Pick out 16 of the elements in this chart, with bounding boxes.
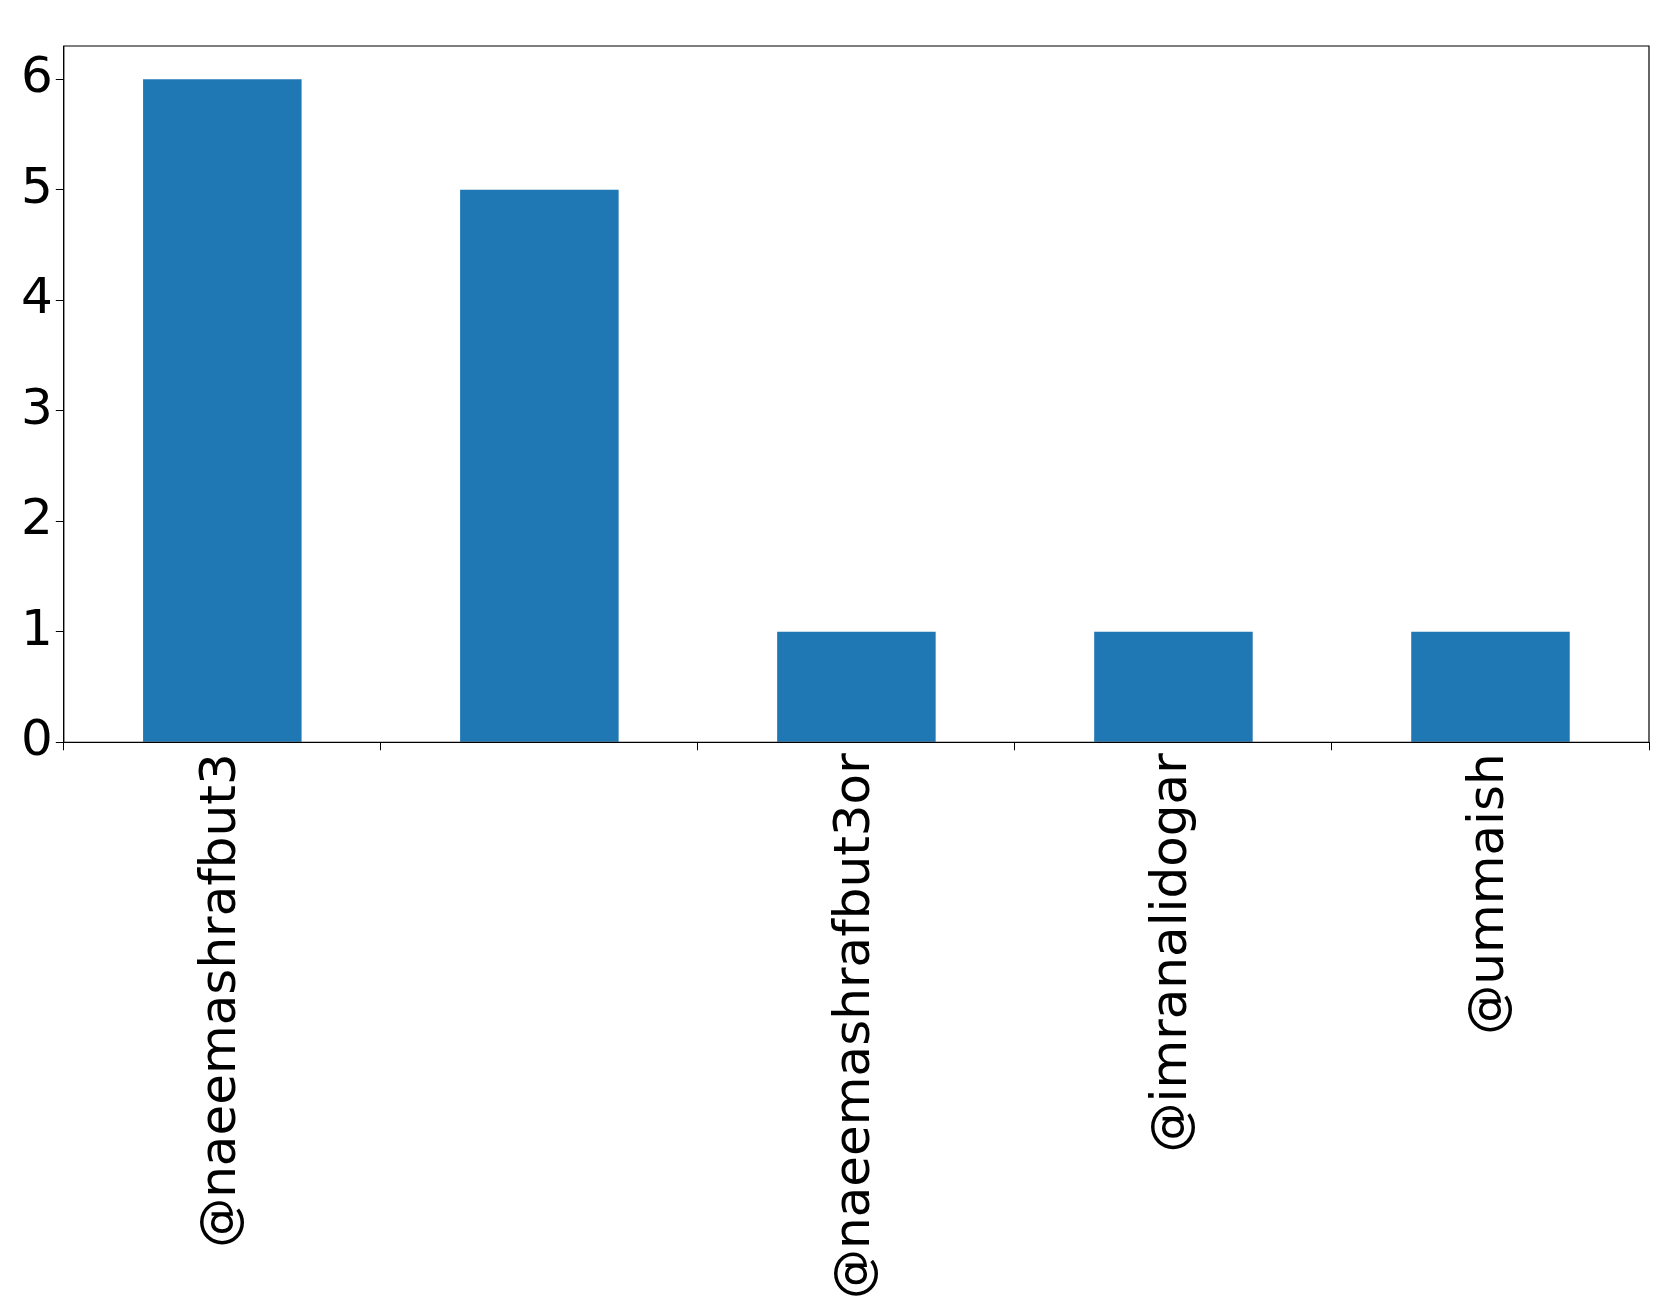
y-tick-label: 1 [21,598,53,657]
bar [460,189,619,742]
x-tick-label: @naeemashrafbut3or [823,752,882,1300]
x-tick-label: @naeemashrafbut3 [189,753,248,1248]
bar [1411,631,1570,742]
y-tick-label: 3 [21,377,53,436]
y-tick-label: 2 [21,488,53,547]
y-tick-label: 5 [21,156,53,215]
x-tick-label: @ummaish [1457,753,1516,1035]
bar [1094,631,1253,742]
y-tick-label: 6 [21,46,53,105]
x-tick-label: @imranalidogar [1140,752,1199,1153]
y-tick-label: 0 [21,709,53,768]
bar [777,631,936,742]
bar [143,79,302,742]
y-tick-label: 4 [21,267,53,326]
